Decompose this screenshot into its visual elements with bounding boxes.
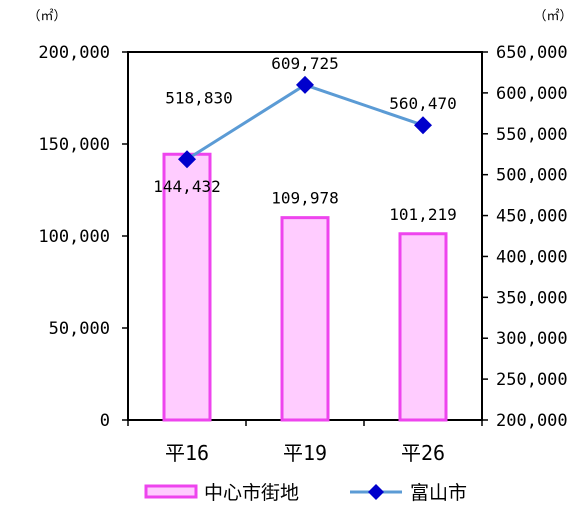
x-tick-label: 平16 bbox=[165, 441, 209, 465]
line-data-label: 518,830 bbox=[165, 88, 232, 107]
line-data-label: 560,470 bbox=[389, 94, 456, 113]
legend: 中心市街地 富山市 bbox=[144, 482, 467, 504]
bar-data-label: 144,432 bbox=[153, 177, 220, 196]
y-left-tick-label: 150,000 bbox=[38, 135, 110, 155]
bar bbox=[162, 152, 212, 422]
y-right-tick-label: 550,000 bbox=[496, 125, 568, 145]
y-right-tick-label: 500,000 bbox=[496, 166, 568, 186]
line-series bbox=[178, 75, 432, 169]
x-tick-label: 平26 bbox=[401, 441, 445, 465]
y-right-tick-label: 300,000 bbox=[496, 329, 568, 349]
bar-series bbox=[162, 152, 448, 422]
line-marker bbox=[178, 150, 196, 169]
y-left-tick-label: 200,000 bbox=[38, 43, 110, 63]
y-right-tick-label: 200,000 bbox=[496, 411, 568, 431]
line-marker bbox=[414, 116, 432, 135]
y-left-unit-label: （㎡） bbox=[27, 9, 66, 24]
line-marker bbox=[296, 75, 314, 94]
legend-swatch-bar bbox=[144, 484, 198, 499]
x-tick-label: 平19 bbox=[283, 441, 327, 465]
y-left-tick-label: 50,000 bbox=[49, 319, 110, 339]
bar-data-label: 109,978 bbox=[271, 189, 338, 208]
line-data-label: 609,725 bbox=[271, 54, 338, 73]
bar bbox=[398, 232, 448, 422]
y-right-tick-label: 250,000 bbox=[496, 370, 568, 390]
bar-data-label: 101,219 bbox=[389, 205, 456, 224]
data-labels: 144,432 109,978 101,219 518,830 609,725 560,4… bbox=[153, 54, 456, 224]
axes: 0 50,000 100,000 150,000 200,000 200,000 250,0… bbox=[27, 9, 572, 465]
y-right-tick-label: 450,000 bbox=[496, 207, 568, 227]
bar bbox=[280, 216, 330, 422]
y-left-tick-label: 100,000 bbox=[38, 227, 110, 247]
y-right-tick-label: 600,000 bbox=[496, 84, 568, 104]
y-right-tick-label: 650,000 bbox=[496, 43, 568, 63]
y-right-unit-label: （㎡） bbox=[533, 9, 572, 24]
legend-marker-icon bbox=[368, 484, 384, 500]
legend-label-line: 富山市 bbox=[410, 482, 467, 504]
y-right-tick-label: 350,000 bbox=[496, 288, 568, 308]
y-left-tick-label: 0 bbox=[100, 411, 110, 431]
y-right-tick-label: 400,000 bbox=[496, 247, 568, 267]
legend-label-bar: 中心市街地 bbox=[204, 482, 299, 504]
